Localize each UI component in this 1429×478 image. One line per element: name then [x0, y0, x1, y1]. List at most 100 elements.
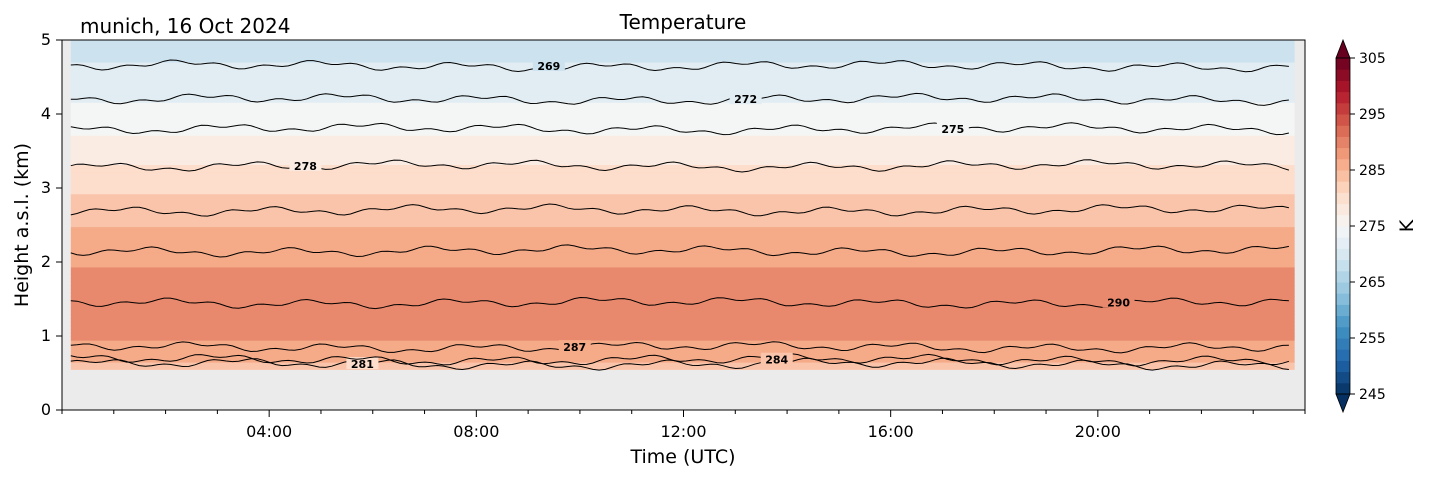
temperature-band: [70, 146, 1295, 151]
temperature-band: [70, 171, 1295, 176]
x-tick-label: 12:00: [660, 422, 706, 441]
temperature-band: [70, 142, 1295, 147]
colorbar-segment: [1336, 293, 1350, 305]
colorbar-label: K: [1396, 219, 1418, 232]
temperature-band: [70, 270, 1295, 275]
colorbar-tick-label: 275: [1359, 219, 1386, 235]
colorbar-segment: [1336, 315, 1350, 328]
temperature-band: [70, 237, 1295, 242]
temperature-band: [70, 105, 1295, 111]
colorbar-segment: [1336, 226, 1350, 238]
y-tick-label: 2: [41, 252, 51, 271]
temperature-band: [70, 211, 1295, 217]
x-tick-label: 08:00: [453, 422, 499, 441]
contour-label: 269: [537, 60, 560, 73]
temperature-band: [70, 347, 1295, 352]
temperature-band: [70, 58, 1295, 63]
temperature-band: [70, 325, 1295, 330]
x-axis: 04:00 08:00 12:00 16:00 20:00: [61, 410, 1306, 441]
contour-line: [70, 203, 1290, 217]
contour-line: [70, 341, 1289, 354]
temperature-band: [70, 120, 1295, 125]
temperature-band: [70, 40, 1295, 45]
contour-label: 272: [734, 93, 757, 106]
colorbar-segment: [1336, 203, 1350, 216]
temperature-band: [70, 307, 1295, 312]
temperature-band: [70, 230, 1295, 235]
colorbar-extend-min: [1335, 393, 1351, 414]
temperature-band: [70, 266, 1295, 272]
temperature-band: [70, 255, 1295, 261]
x-tick-label: 20:00: [1075, 422, 1121, 441]
contour-line: [70, 122, 1290, 136]
colorbar-segment: [1336, 270, 1350, 283]
temperature-band: [70, 332, 1295, 337]
temperature-band: [70, 310, 1295, 316]
contour-label-bg: [346, 357, 379, 370]
contour-label-bg: [936, 121, 969, 134]
temperature-band: [70, 358, 1295, 363]
temperature-band: [70, 314, 1295, 319]
colorbar-segment: [1336, 181, 1350, 193]
colorbar-segment: [1336, 282, 1350, 294]
temperature-band: [70, 175, 1295, 180]
temperature-band: [70, 318, 1295, 323]
temperature-band: [70, 98, 1295, 103]
temperature-band: [70, 200, 1295, 206]
y-tick-label: 3: [41, 178, 51, 197]
colorbar-tick-label: 255: [1359, 331, 1386, 347]
temperature-band: [70, 288, 1295, 294]
temperature-band: [70, 361, 1295, 367]
contour-label-bg: [1102, 295, 1135, 308]
temperature-band: [70, 329, 1295, 334]
colorbar-segment: [1336, 91, 1350, 104]
colorbar-segment: [1336, 125, 1350, 137]
temperature-band: [70, 365, 1295, 370]
temperature-band: [70, 149, 1295, 155]
temperature-band: [70, 91, 1295, 96]
colorbar-segment: [1336, 170, 1350, 182]
temperature-band: [70, 182, 1295, 187]
temperature-band: [70, 54, 1295, 59]
chart-subtitle: munich, 16 Oct 2024: [80, 14, 290, 38]
temperature-band: [70, 190, 1295, 195]
temperature-band: [70, 76, 1295, 81]
temperature-band: [70, 303, 1295, 308]
temperature-band: [70, 72, 1295, 78]
contour-line: [70, 244, 1289, 258]
temperature-band: [70, 292, 1295, 297]
colorbar-segment: [1336, 69, 1350, 81]
colorbar: 245 255 265 275 285 295 305: [1335, 38, 1386, 414]
temperature-band: [70, 219, 1295, 224]
temperature-band: [70, 160, 1295, 166]
colorbar-segment: [1336, 158, 1350, 171]
temperature-band: [70, 321, 1295, 326]
contour-label-bg: [760, 352, 793, 365]
temperature-band: [70, 113, 1295, 118]
colorbar-extend-max: [1335, 38, 1351, 59]
colorbar-segment: [1336, 80, 1350, 93]
colorbar-tick-label: 285: [1359, 163, 1386, 179]
contour-line: [70, 353, 1290, 367]
temperature-band: [70, 168, 1295, 173]
colorbar-segment: [1336, 114, 1350, 126]
temperature-band: [70, 83, 1295, 89]
temperature-band: [70, 109, 1295, 114]
temperature-band: [70, 61, 1295, 67]
contour-label: 287: [563, 341, 586, 354]
temperature-band: [70, 274, 1295, 279]
colorbar-segment: [1336, 248, 1350, 261]
temperature-band: [70, 193, 1295, 198]
colorbar-segment: [1336, 304, 1350, 317]
temperature-band: [70, 69, 1295, 74]
y-tick-label: 1: [41, 326, 51, 345]
colorbar-segment: [1336, 192, 1350, 205]
temperature-band: [70, 340, 1295, 345]
colorbar-segment: [1336, 382, 1350, 395]
contour-line: [70, 296, 1289, 310]
temperature-band: [70, 127, 1295, 133]
temperature-band: [70, 285, 1295, 290]
colorbar-tick-label: 245: [1359, 387, 1386, 403]
temperature-band: [70, 43, 1295, 48]
colorbar-segment: [1336, 360, 1350, 373]
